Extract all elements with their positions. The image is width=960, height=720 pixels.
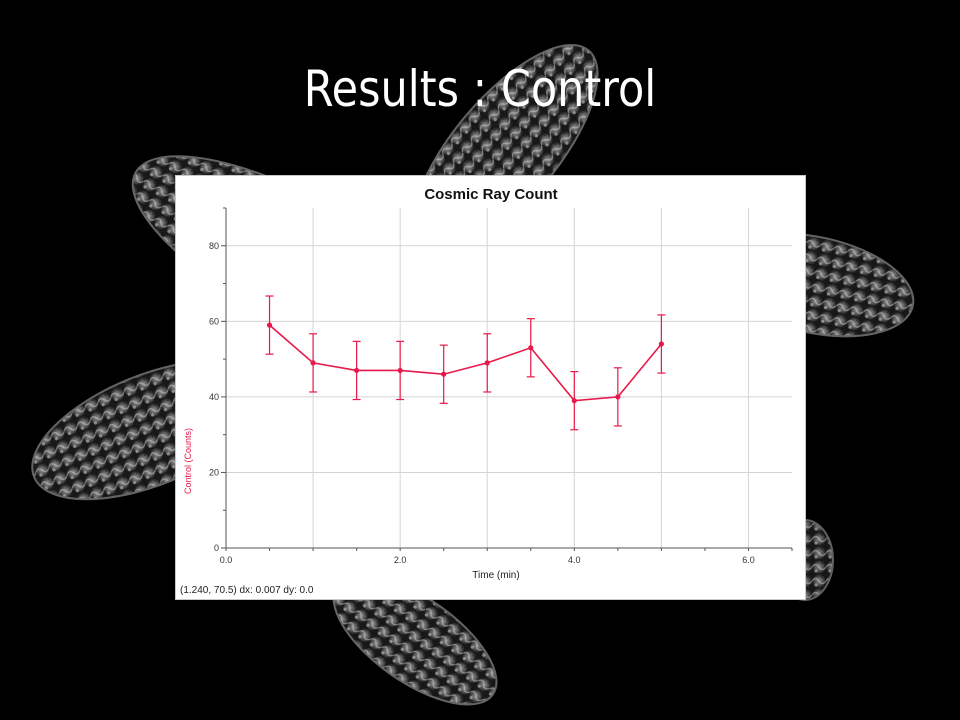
data-point (615, 394, 621, 400)
y-axis-label: Control (Counts) (183, 428, 193, 494)
x-tick-label: 2.0 (394, 555, 407, 565)
grid-layer (226, 208, 792, 548)
y-tick-label: 0 (214, 543, 219, 553)
data-point (397, 367, 403, 374)
chart-panel[interactable]: 0 20 40 60 80 0.0 2.0 4.0 6.0 Cosmic Ray Count T… (175, 175, 806, 600)
data-point (310, 360, 316, 366)
data-point (484, 360, 490, 366)
data-point (354, 367, 360, 374)
y-tick-label: 20 (209, 467, 219, 477)
series-layer (265, 295, 666, 431)
axes-layer: 0 20 40 60 80 0.0 2.0 4.0 6.0 (209, 207, 793, 565)
slide-title: Results : Control (303, 60, 657, 118)
data-point (266, 322, 273, 328)
y-tick-label: 40 (209, 392, 219, 402)
data-point (571, 398, 577, 404)
chart-title: Cosmic Ray Count (424, 186, 557, 203)
x-tick-label: 6.0 (742, 555, 755, 565)
data-point (658, 341, 664, 347)
series-line (269, 324, 663, 402)
x-tick-label: 0.0 (220, 555, 233, 565)
y-tick-label: 80 (209, 241, 219, 251)
y-tick-label: 60 (209, 316, 219, 326)
data-point (441, 371, 447, 377)
x-tick-label: 4.0 (568, 555, 581, 565)
cursor-coordinate-readout: (1.240, 70.5) dx: 0.007 dy: 0.0 (180, 585, 314, 596)
data-point (528, 345, 534, 351)
cosmic-ray-chart: 0 20 40 60 80 0.0 2.0 4.0 6.0 Cosmic Ray Count T… (183, 186, 793, 581)
x-axis-label: Time (min) (472, 570, 519, 581)
